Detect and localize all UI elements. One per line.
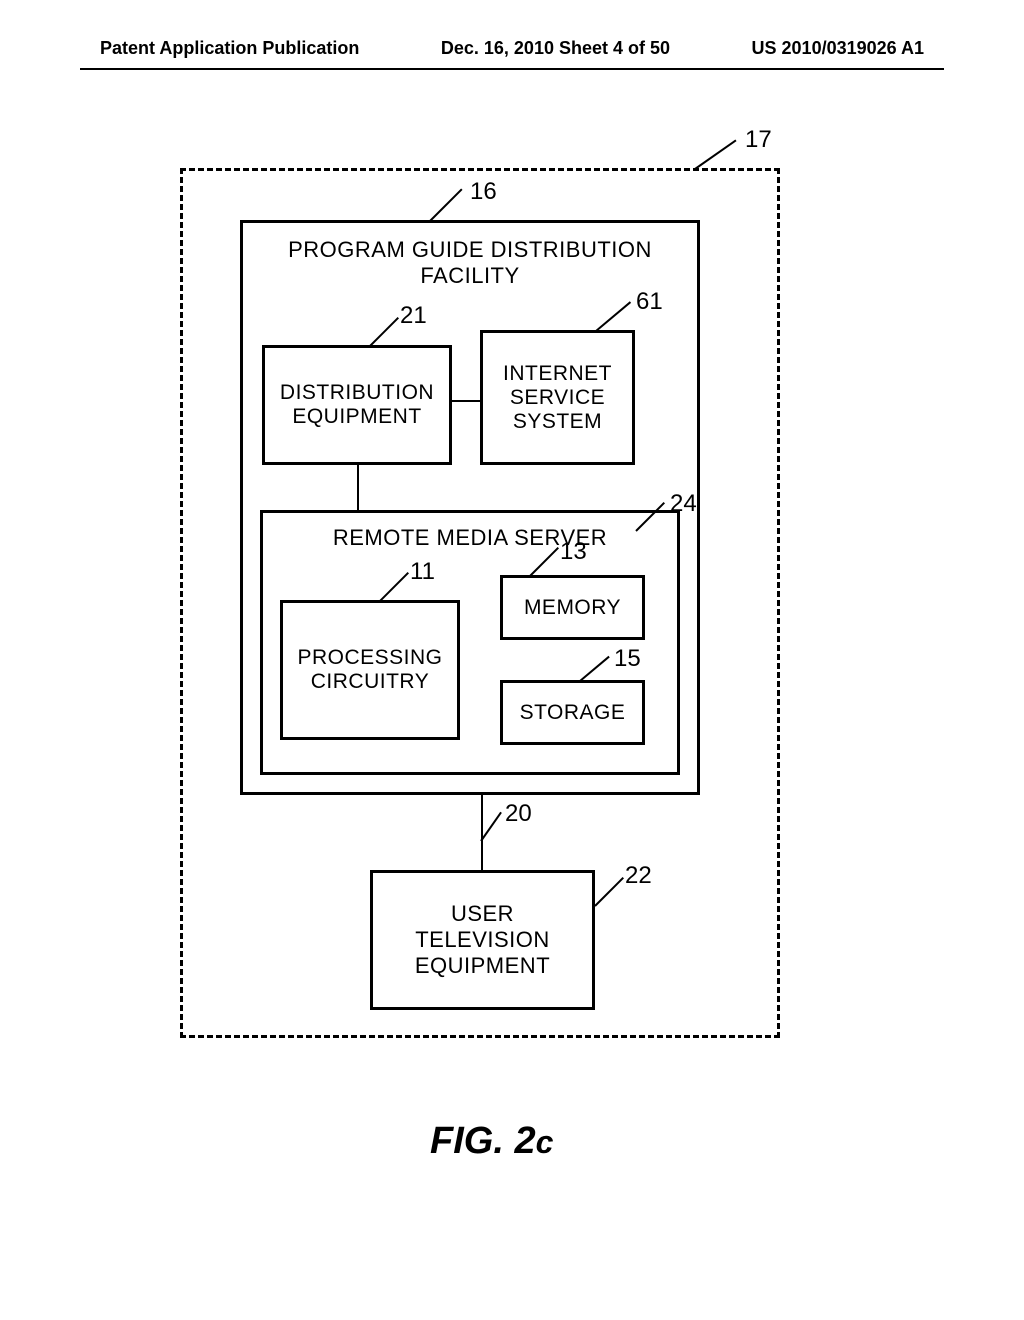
page: Patent Application Publication Dec. 16, … <box>0 0 1024 1320</box>
connector-20 <box>481 795 483 870</box>
fig-main: FIG. 2 <box>430 1120 536 1162</box>
memory: MEMORY <box>500 575 645 640</box>
storage: STORAGE <box>500 680 645 745</box>
header-left: Patent Application Publication <box>100 38 359 59</box>
iss-line2: SERVICE <box>510 386 605 410</box>
ute-line3: EQUIPMENT <box>415 953 550 979</box>
ref-16: 16 <box>470 178 497 206</box>
figure-label: FIG. 2c <box>430 1120 553 1163</box>
ref-61: 61 <box>636 288 663 316</box>
internet-service-system: INTERNET SERVICE SYSTEM <box>480 330 635 465</box>
proc-line2: CIRCUITRY <box>311 670 429 694</box>
memory-label: MEMORY <box>524 596 621 620</box>
dist-line1: DISTRIBUTION <box>280 381 434 405</box>
header-right: US 2010/0319026 A1 <box>752 38 924 59</box>
storage-label: STORAGE <box>520 701 626 725</box>
connector-dist-rms <box>357 465 359 510</box>
distribution-equipment: DISTRIBUTION EQUIPMENT <box>262 345 452 465</box>
fig-sub: c <box>536 1124 554 1160</box>
ute-line1: USER <box>451 901 514 927</box>
ute-line2: TELEVISION <box>415 927 550 953</box>
ref-15: 15 <box>614 645 641 673</box>
ref-20: 20 <box>505 800 532 828</box>
header-rule <box>80 68 944 70</box>
ref-13: 13 <box>560 538 587 566</box>
ref-24: 24 <box>670 490 697 518</box>
header-center: Dec. 16, 2010 Sheet 4 of 50 <box>441 38 670 59</box>
connector-dist-iss <box>452 400 480 402</box>
leader-17 <box>694 140 736 170</box>
header: Patent Application Publication Dec. 16, … <box>0 38 1024 59</box>
iss-line3: SYSTEM <box>513 410 602 434</box>
proc-line1: PROCESSING <box>297 646 442 670</box>
ref-22: 22 <box>625 862 652 890</box>
ref-21: 21 <box>400 302 427 330</box>
pgdf-line1: PROGRAM GUIDE DISTRIBUTION <box>288 237 652 263</box>
ref-17: 17 <box>745 126 772 154</box>
pgdf-line2: FACILITY <box>420 263 519 289</box>
user-television-equipment: USER TELEVISION EQUIPMENT <box>370 870 595 1010</box>
dist-line2: EQUIPMENT <box>292 405 421 429</box>
ref-11: 11 <box>410 558 435 586</box>
iss-line1: INTERNET <box>503 362 612 386</box>
processing-circuitry: PROCESSING CIRCUITRY <box>280 600 460 740</box>
